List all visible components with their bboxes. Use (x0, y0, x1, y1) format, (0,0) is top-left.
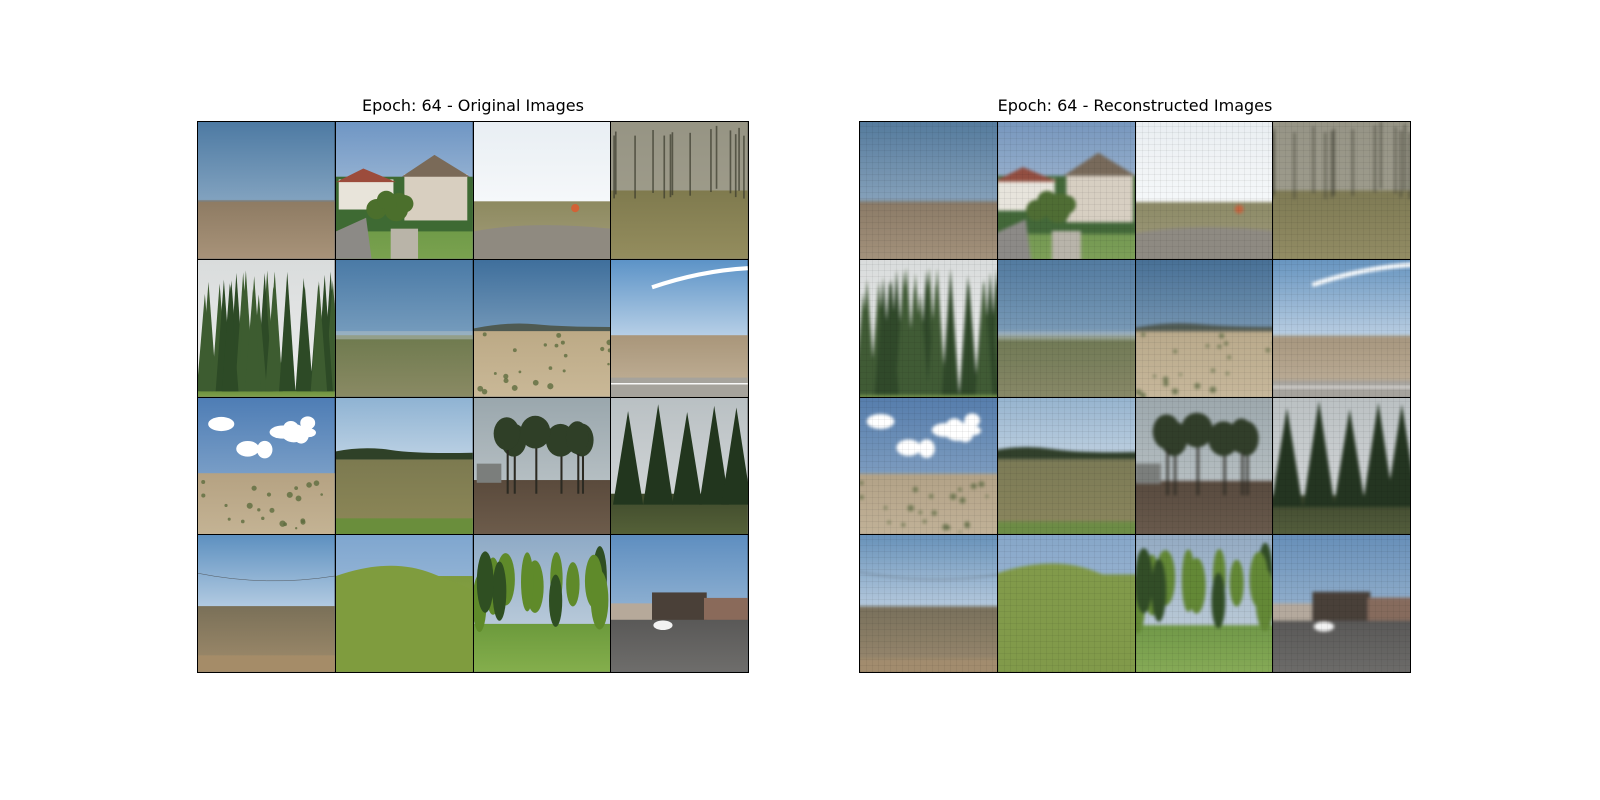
reconstructed-image-tile (860, 122, 997, 259)
original-image-tile (198, 122, 335, 259)
cloudy-plain-image (860, 397, 997, 535)
reconstructed-image-tile (1135, 122, 1273, 259)
original-image-tile (335, 397, 473, 535)
dry-hills-image (473, 259, 611, 397)
bright-road-image (1273, 259, 1410, 397)
reconstructed-image-tile (860, 259, 997, 397)
hazy-plain-image (198, 535, 335, 672)
reconstructed-image-tile (1135, 259, 1273, 397)
reconstructed-image-tile (1273, 259, 1410, 397)
dense-forest-image (860, 259, 997, 397)
original-image-tile (335, 535, 473, 672)
bare-trees-image (1273, 122, 1410, 259)
street-image (611, 535, 748, 672)
reconstructed-images-title: Epoch: 64 - Reconstructed Images (997, 96, 1273, 115)
original-image-tile (335, 259, 473, 397)
original-image-tile (611, 259, 748, 397)
original-image-tile (335, 122, 473, 259)
original-image-tile (473, 122, 611, 259)
reconstructed-image-tile (1273, 397, 1410, 535)
dark-trees-image (473, 397, 611, 535)
reconstructed-image-tile (1135, 397, 1273, 535)
green-trees-image (1135, 535, 1273, 672)
street-image (1273, 535, 1410, 672)
hazy-plain-image (860, 535, 997, 672)
reconstructed-image-tile (860, 535, 997, 672)
reconstructed-image-tile (860, 397, 997, 535)
original-image-tile (611, 535, 748, 672)
green-hill-image (335, 535, 473, 672)
original-images-panel: Epoch: 64 - Original Images (197, 95, 749, 673)
pines-image (1273, 397, 1410, 535)
original-image-tile (473, 535, 611, 672)
original-images-title: Epoch: 64 - Original Images (362, 96, 584, 115)
open-field-image (198, 122, 335, 259)
original-image-tile (198, 535, 335, 672)
green-plain-image (997, 259, 1135, 397)
houses-image (335, 122, 473, 259)
original-image-tile (198, 397, 335, 535)
dry-hills-image (1135, 259, 1273, 397)
bright-field-image (1135, 122, 1273, 259)
green-plain-image (335, 259, 473, 397)
dark-trees-image (1135, 397, 1273, 535)
bright-road-image (611, 259, 748, 397)
reconstructed-images-grid (859, 121, 1411, 673)
original-images-grid (197, 121, 749, 673)
cloudy-plain-image (198, 397, 335, 535)
original-image-tile (611, 122, 748, 259)
bare-trees-image (611, 122, 748, 259)
reconstructed-image-tile (997, 122, 1135, 259)
reconstructed-image-tile (997, 535, 1135, 672)
green-hill-image (997, 535, 1135, 672)
tree-line-image (335, 397, 473, 535)
green-trees-image (473, 535, 611, 672)
original-image-tile (473, 397, 611, 535)
dense-forest-image (198, 259, 335, 397)
houses-image (997, 122, 1135, 259)
reconstructed-image-tile (1135, 535, 1273, 672)
bright-field-image (473, 122, 611, 259)
open-field-image (860, 122, 997, 259)
tree-line-image (997, 397, 1135, 535)
reconstructed-image-tile (997, 397, 1135, 535)
original-image-tile (473, 259, 611, 397)
reconstructed-images-panel: Epoch: 64 - Reconstructed Images (859, 95, 1411, 673)
pines-image (611, 397, 748, 535)
reconstructed-image-tile (997, 259, 1135, 397)
original-image-tile (198, 259, 335, 397)
reconstructed-image-tile (1273, 122, 1410, 259)
original-image-tile (611, 397, 748, 535)
reconstructed-image-tile (1273, 535, 1410, 672)
